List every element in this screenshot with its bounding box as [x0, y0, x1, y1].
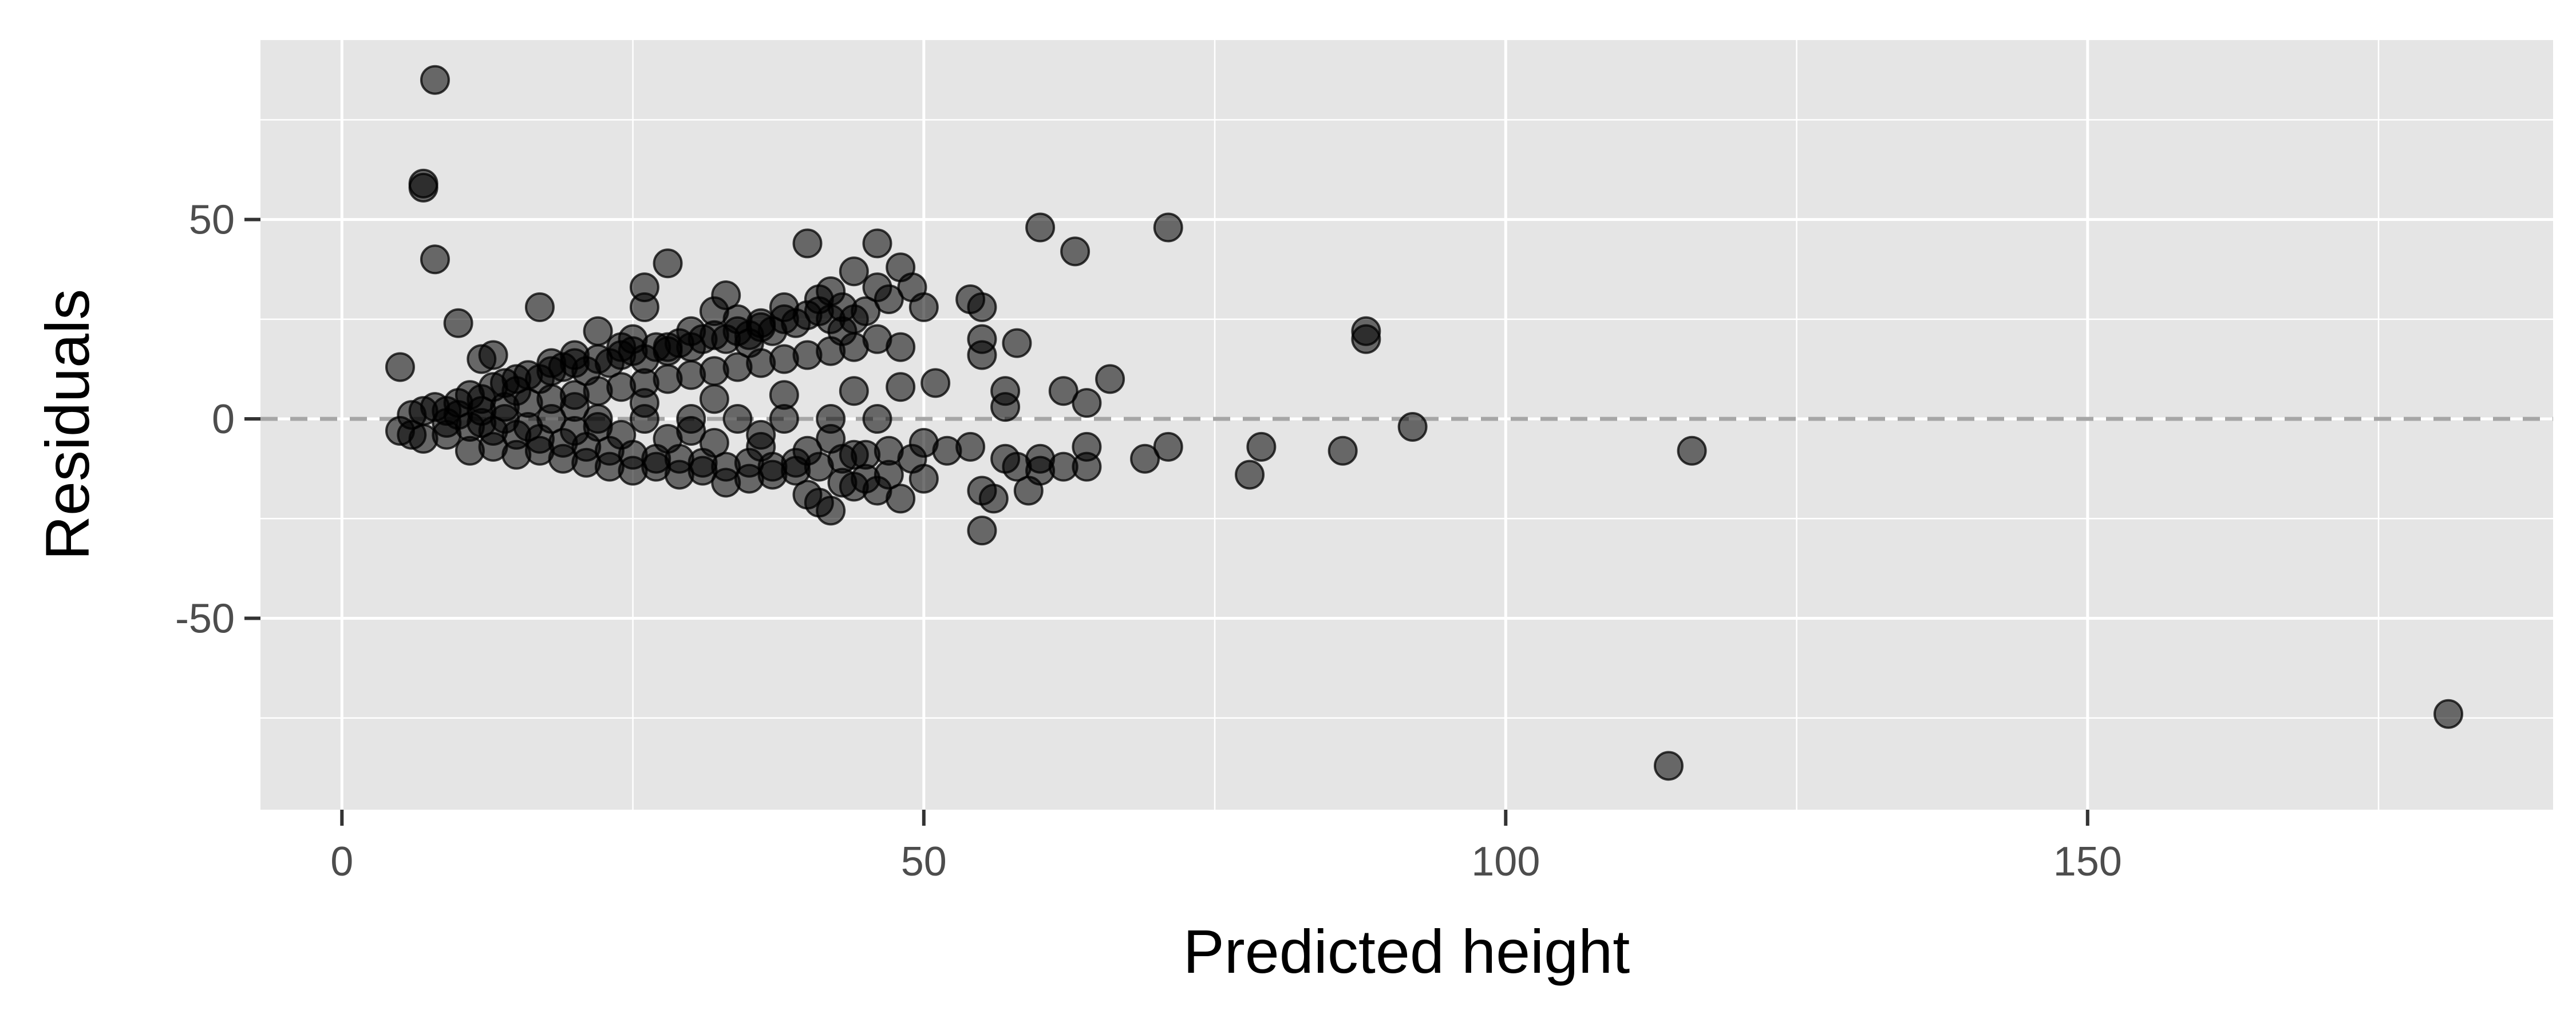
data-points — [385, 65, 2464, 781]
data-point — [792, 435, 823, 466]
y-axis-title: Residuals — [33, 289, 102, 560]
data-point — [1072, 388, 1102, 418]
y-tick-label: -50 — [175, 596, 235, 641]
data-point — [420, 65, 450, 95]
data-point — [676, 415, 706, 446]
data-point — [1153, 212, 1183, 243]
data-point — [816, 496, 846, 526]
y-tick-label: 0 — [212, 397, 235, 442]
data-point — [1397, 411, 1428, 442]
data-point — [1072, 451, 1102, 482]
data-point — [408, 172, 438, 203]
data-point — [874, 435, 904, 466]
x-tick-label: 100 — [1471, 839, 1540, 885]
data-point — [862, 404, 892, 434]
data-point — [1025, 212, 1056, 243]
data-point — [886, 372, 916, 402]
data-point — [886, 484, 916, 514]
data-point — [478, 340, 508, 370]
data-point — [967, 292, 997, 322]
data-point — [1653, 751, 1684, 781]
data-point — [990, 392, 1021, 422]
data-point — [839, 256, 869, 287]
x-tick-label: 150 — [2053, 839, 2122, 885]
data-point — [385, 352, 415, 382]
data-point — [1677, 435, 1707, 466]
data-point — [967, 340, 997, 370]
x-axis-title: Predicted height — [1183, 917, 1630, 986]
x-axis: 0 50 100 150 — [330, 810, 2122, 885]
data-point — [874, 284, 904, 314]
data-point — [420, 244, 450, 275]
data-point — [629, 388, 659, 418]
data-point — [769, 380, 799, 410]
data-point — [1235, 459, 1265, 490]
data-point — [908, 464, 939, 494]
data-point — [967, 516, 997, 546]
data-point — [886, 332, 916, 362]
data-point — [839, 376, 869, 406]
y-axis: -50 0 50 — [175, 197, 260, 641]
data-point — [653, 248, 683, 279]
data-point — [792, 228, 823, 259]
data-point — [1130, 443, 1160, 474]
data-point — [816, 423, 846, 454]
data-point — [839, 332, 869, 362]
y-tick-label: 50 — [189, 197, 235, 243]
data-point — [1351, 324, 1381, 354]
data-point — [908, 292, 939, 322]
data-point — [489, 404, 520, 434]
data-point — [699, 427, 729, 458]
data-point — [920, 368, 951, 398]
data-point — [1327, 435, 1358, 466]
data-point — [978, 484, 1009, 514]
data-point — [862, 228, 892, 259]
data-point — [827, 292, 858, 322]
data-point — [2433, 699, 2464, 729]
data-point — [524, 292, 555, 322]
x-tick-label: 0 — [330, 839, 353, 885]
data-point — [583, 411, 613, 442]
data-point — [536, 404, 567, 434]
data-point — [699, 384, 729, 414]
data-point — [746, 419, 776, 450]
data-point — [711, 280, 741, 311]
x-tick-label: 50 — [901, 839, 947, 885]
data-point — [1060, 236, 1091, 267]
data-point — [1048, 376, 1078, 406]
data-point — [1095, 364, 1125, 394]
data-point — [629, 292, 659, 322]
data-point — [1002, 328, 1032, 358]
data-point — [1246, 431, 1277, 462]
data-point — [559, 392, 590, 422]
data-point — [839, 439, 869, 470]
data-point — [722, 404, 753, 434]
data-point — [955, 431, 986, 462]
data-point — [583, 316, 613, 346]
data-point — [443, 308, 473, 338]
data-point — [1153, 431, 1183, 462]
